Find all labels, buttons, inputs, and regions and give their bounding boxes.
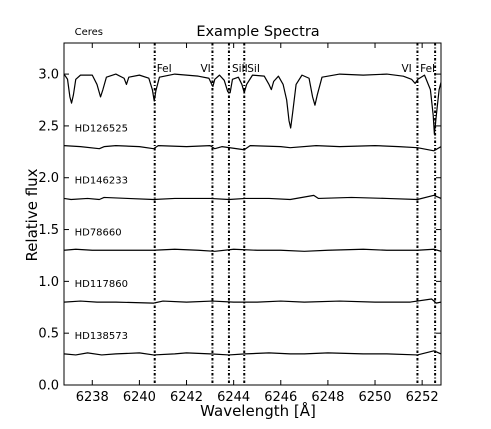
y-tick-label: 3.0 xyxy=(38,68,59,83)
x-tick-label: 6248 xyxy=(311,390,344,405)
marker-label-siii-2: SiII xyxy=(232,63,248,75)
series-line-ceres xyxy=(64,73,441,135)
x-tick-label: 6252 xyxy=(406,390,439,405)
series-line-hd117860 xyxy=(64,298,441,304)
marker-label-vi-4: VI xyxy=(401,63,411,75)
x-tick-label: 6244 xyxy=(217,390,250,405)
chart-title: Example Spectra xyxy=(196,24,319,40)
series-label-hd138573: HD138573 xyxy=(75,331,128,342)
series-label-hd117860: HD117860 xyxy=(75,279,128,290)
y-tick-label: 0.0 xyxy=(38,379,59,394)
marker-label-vi-1: VI xyxy=(200,63,210,75)
x-tick-label: 6246 xyxy=(264,390,297,405)
y-tick-label: 1.0 xyxy=(38,275,59,290)
x-tick-label: 6242 xyxy=(170,390,203,405)
marker-label-fei-0: FeI xyxy=(157,63,172,75)
plot-frame xyxy=(63,42,442,386)
y-tick-label: 2.5 xyxy=(38,119,59,134)
series-label-ceres: Ceres xyxy=(75,27,103,38)
y-tick-label: 1.5 xyxy=(38,223,59,238)
series-label-hd78660: HD78660 xyxy=(75,227,122,238)
x-tick-label: 6240 xyxy=(123,390,156,405)
x-tick-label: 6250 xyxy=(358,390,391,405)
y-tick-label: 2.0 xyxy=(38,171,59,186)
series-line-hd78660 xyxy=(64,248,441,252)
series-label-hd126525: HD126525 xyxy=(75,124,128,135)
x-tick-label: 6238 xyxy=(76,390,109,405)
x-axis-title: Wavelength [Å] xyxy=(200,401,316,420)
y-axis-title: Relative flux xyxy=(23,168,41,261)
series-line-hd138573 xyxy=(64,350,441,356)
series-label-hd146233: HD146233 xyxy=(75,175,128,186)
series-line-hd146233 xyxy=(64,194,441,201)
marker-label-sii-3: SiI xyxy=(247,63,260,75)
marker-label-fei-5: FeI xyxy=(420,63,435,75)
y-tick-label: 0.5 xyxy=(38,327,59,342)
series-line-hd126525 xyxy=(64,145,441,152)
